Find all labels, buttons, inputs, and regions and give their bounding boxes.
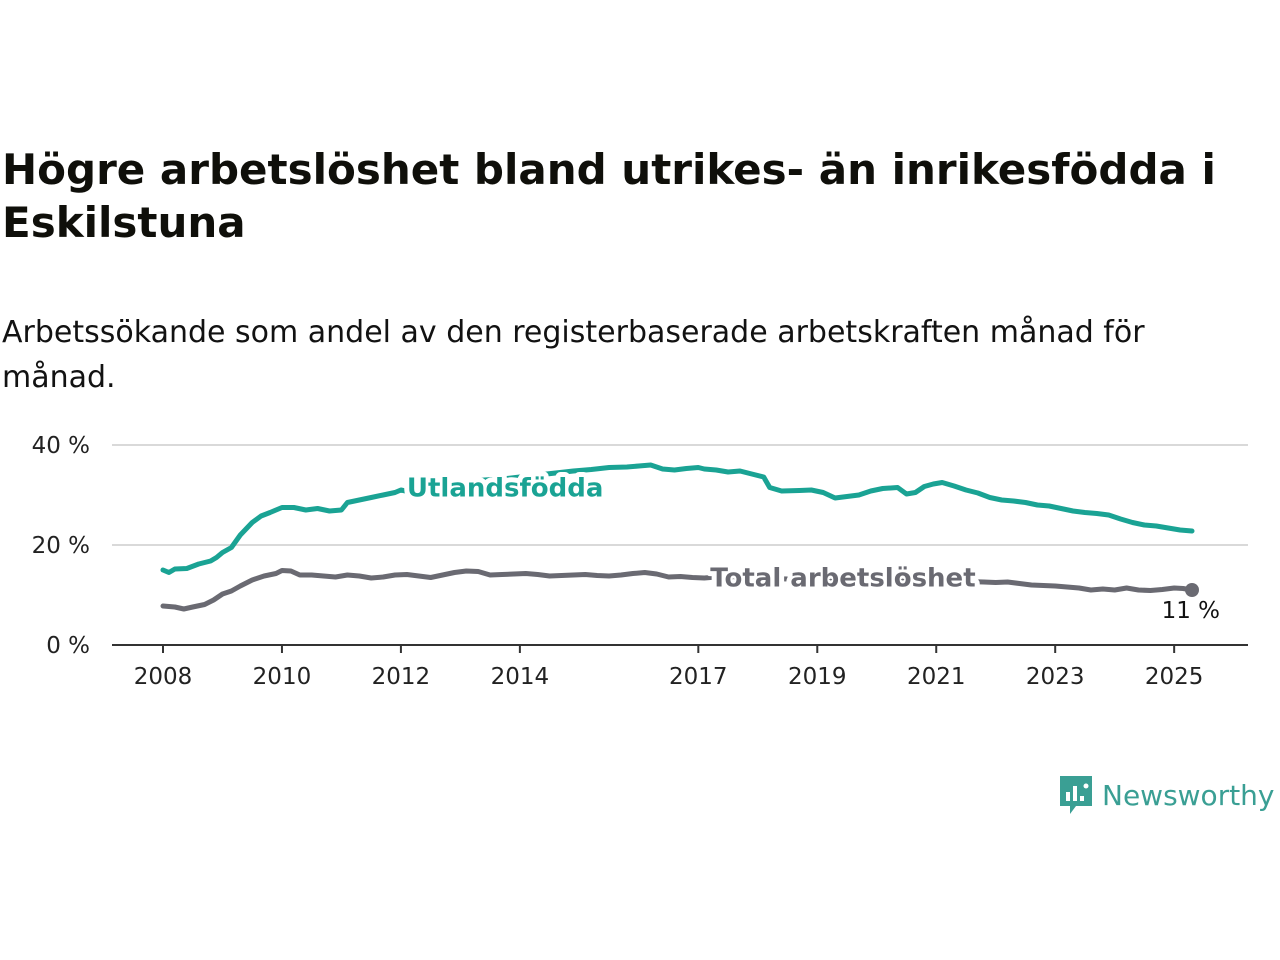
x-tick-label: 2012 bbox=[372, 664, 431, 690]
chart-title: Högre arbetslöshet bland utrikes- än inr… bbox=[2, 145, 1216, 247]
x-tick-label: 2010 bbox=[253, 664, 312, 690]
brand-name: Newsworthy bbox=[1102, 778, 1275, 812]
y-axis-ticks: 0 % 20 % 40 % bbox=[32, 433, 90, 659]
gridlines bbox=[112, 444, 1248, 546]
newsworthy-logo-icon bbox=[1060, 776, 1092, 814]
chart-subtitle: Arbetssökande som andel av den registerb… bbox=[2, 315, 1145, 395]
line-chart: 0 % 20 % 40 % 2008 2010 2012 2014 2017 2019 2021… bbox=[32, 433, 1248, 690]
series-lines bbox=[160, 462, 1195, 612]
x-tick-label: 2019 bbox=[788, 664, 847, 690]
x-tick-label: 2008 bbox=[134, 664, 193, 690]
y-tick-label: 40 % bbox=[32, 433, 90, 459]
newsworthy-logo: Newsworthy bbox=[1058, 772, 1275, 818]
x-tick-label: 2021 bbox=[907, 664, 966, 690]
x-tick-label: 2025 bbox=[1145, 664, 1204, 690]
utlandsfodda-line bbox=[160, 462, 1195, 575]
series-label-utlandsfodda: Utlandsfödda bbox=[407, 474, 604, 504]
series-labels: Utlandsfödda Total arbetslöshet 11 % bbox=[402, 469, 1220, 625]
y-tick-label: 20 % bbox=[32, 533, 90, 559]
total-arbetsloshet-line bbox=[160, 568, 1195, 612]
series-label-total: Total arbetslöshet bbox=[710, 564, 975, 594]
x-tick-label: 2017 bbox=[669, 664, 728, 690]
end-point-marker bbox=[1185, 583, 1199, 597]
y-tick-label: 0 % bbox=[46, 633, 90, 659]
x-axis: 2008 2010 2012 2014 2017 2019 2021 2023 2025 bbox=[112, 644, 1248, 690]
x-tick-label: 2023 bbox=[1026, 664, 1085, 690]
x-tick-label: 2014 bbox=[491, 664, 550, 690]
end-value-label: 11 % bbox=[1162, 598, 1220, 624]
